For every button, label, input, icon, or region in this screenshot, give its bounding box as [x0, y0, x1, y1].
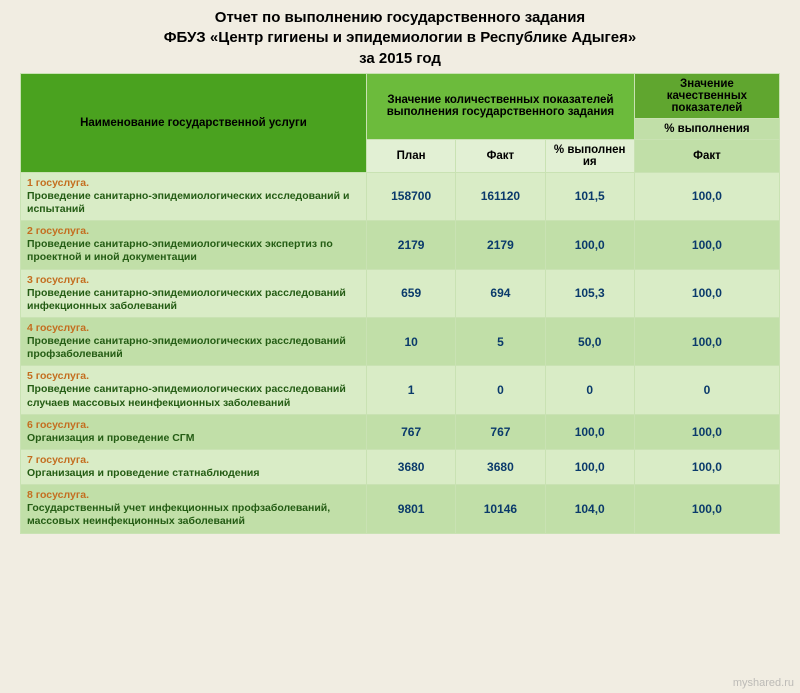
- table-row: 8 госуслуга.Государственный учет инфекци…: [21, 485, 780, 533]
- cell-plan: 3680: [366, 449, 455, 484]
- th-fact2: Факт: [634, 139, 779, 172]
- cell-q: 100,0: [634, 449, 779, 484]
- cell-plan: 767: [366, 414, 455, 449]
- title-line3: за 2015 год: [0, 49, 800, 69]
- table-row: 6 госуслуга.Организация и проведение СГМ…: [21, 414, 780, 449]
- cell-service-name: 5 госуслуга.Проведение санитарно-эпидеми…: [21, 366, 367, 414]
- cell-pct: 50,0: [545, 317, 634, 365]
- cell-service-name: 8 госуслуга.Государственный учет инфекци…: [21, 485, 367, 533]
- cell-q: 100,0: [634, 269, 779, 317]
- service-number: 4 госуслуга.: [27, 322, 89, 334]
- th-pct-exec: % выполнения: [634, 118, 779, 139]
- cell-fact: 5: [456, 317, 545, 365]
- th-pct: % выполнен ия: [545, 139, 634, 172]
- service-number: 3 госуслуга.: [27, 274, 89, 286]
- cell-plan: 2179: [366, 221, 455, 269]
- table-row: 4 госуслуга.Проведение санитарно-эпидеми…: [21, 317, 780, 365]
- service-number: 5 госуслуга.: [27, 370, 89, 382]
- title-line2: ФБУЗ «Центр гигиены и эпидемиологии в Ре…: [0, 28, 800, 48]
- table-row: 5 госуслуга.Проведение санитарно-эпидеми…: [21, 366, 780, 414]
- cell-q: 100,0: [634, 172, 779, 220]
- cell-fact: 161120: [456, 172, 545, 220]
- th-plan: План: [366, 139, 455, 172]
- table-row: 7 госуслуга.Организация и проведение ста…: [21, 449, 780, 484]
- cell-fact: 767: [456, 414, 545, 449]
- th-fact: Факт: [456, 139, 545, 172]
- cell-pct: 101,5: [545, 172, 634, 220]
- table-row: 3 госуслуга.Проведение санитарно-эпидеми…: [21, 269, 780, 317]
- service-number: 2 госуслуга.: [27, 225, 89, 237]
- table-row: 1 госуслуга.Проведение санитарно-эпидеми…: [21, 172, 780, 220]
- cell-pct: 100,0: [545, 414, 634, 449]
- th-name: Наименование государственной услуги: [21, 73, 367, 172]
- report-title: Отчет по выполнению государственного зад…: [0, 0, 800, 73]
- cell-pct: 0: [545, 366, 634, 414]
- cell-plan: 9801: [366, 485, 455, 533]
- cell-pct: 100,0: [545, 449, 634, 484]
- th-qual: Значение качественных показателей: [634, 73, 779, 118]
- watermark: myshared.ru: [733, 677, 794, 689]
- cell-pct: 105,3: [545, 269, 634, 317]
- cell-service-name: 6 госуслуга.Организация и проведение СГМ: [21, 414, 367, 449]
- cell-fact: 10146: [456, 485, 545, 533]
- cell-q: 0: [634, 366, 779, 414]
- cell-service-name: 4 госуслуга.Проведение санитарно-эпидеми…: [21, 317, 367, 365]
- cell-plan: 1: [366, 366, 455, 414]
- cell-q: 100,0: [634, 414, 779, 449]
- cell-service-name: 3 госуслуга.Проведение санитарно-эпидеми…: [21, 269, 367, 317]
- title-line1: Отчет по выполнению государственного зад…: [0, 8, 800, 28]
- cell-q: 100,0: [634, 317, 779, 365]
- cell-plan: 158700: [366, 172, 455, 220]
- service-number: 1 госуслуга.: [27, 177, 89, 189]
- cell-q: 100,0: [634, 485, 779, 533]
- cell-pct: 100,0: [545, 221, 634, 269]
- service-number: 8 госуслуга.: [27, 489, 89, 501]
- cell-fact: 2179: [456, 221, 545, 269]
- cell-fact: 0: [456, 366, 545, 414]
- service-number: 6 госуслуга.: [27, 419, 89, 431]
- cell-pct: 104,0: [545, 485, 634, 533]
- cell-service-name: 1 госуслуга.Проведение санитарно-эпидеми…: [21, 172, 367, 220]
- cell-fact: 694: [456, 269, 545, 317]
- cell-q: 100,0: [634, 221, 779, 269]
- cell-fact: 3680: [456, 449, 545, 484]
- cell-plan: 659: [366, 269, 455, 317]
- cell-plan: 10: [366, 317, 455, 365]
- th-qty: Значение количественных показателей выпо…: [366, 73, 634, 139]
- cell-service-name: 2 госуслуга.Проведение санитарно-эпидеми…: [21, 221, 367, 269]
- table-row: 2 госуслуга.Проведение санитарно-эпидеми…: [21, 221, 780, 269]
- service-number: 7 госуслуга.: [27, 454, 89, 466]
- report-table: Наименование государственной услуги Знач…: [20, 73, 780, 534]
- cell-service-name: 7 госуслуга.Организация и проведение ста…: [21, 449, 367, 484]
- table-body: 1 госуслуга.Проведение санитарно-эпидеми…: [21, 172, 780, 533]
